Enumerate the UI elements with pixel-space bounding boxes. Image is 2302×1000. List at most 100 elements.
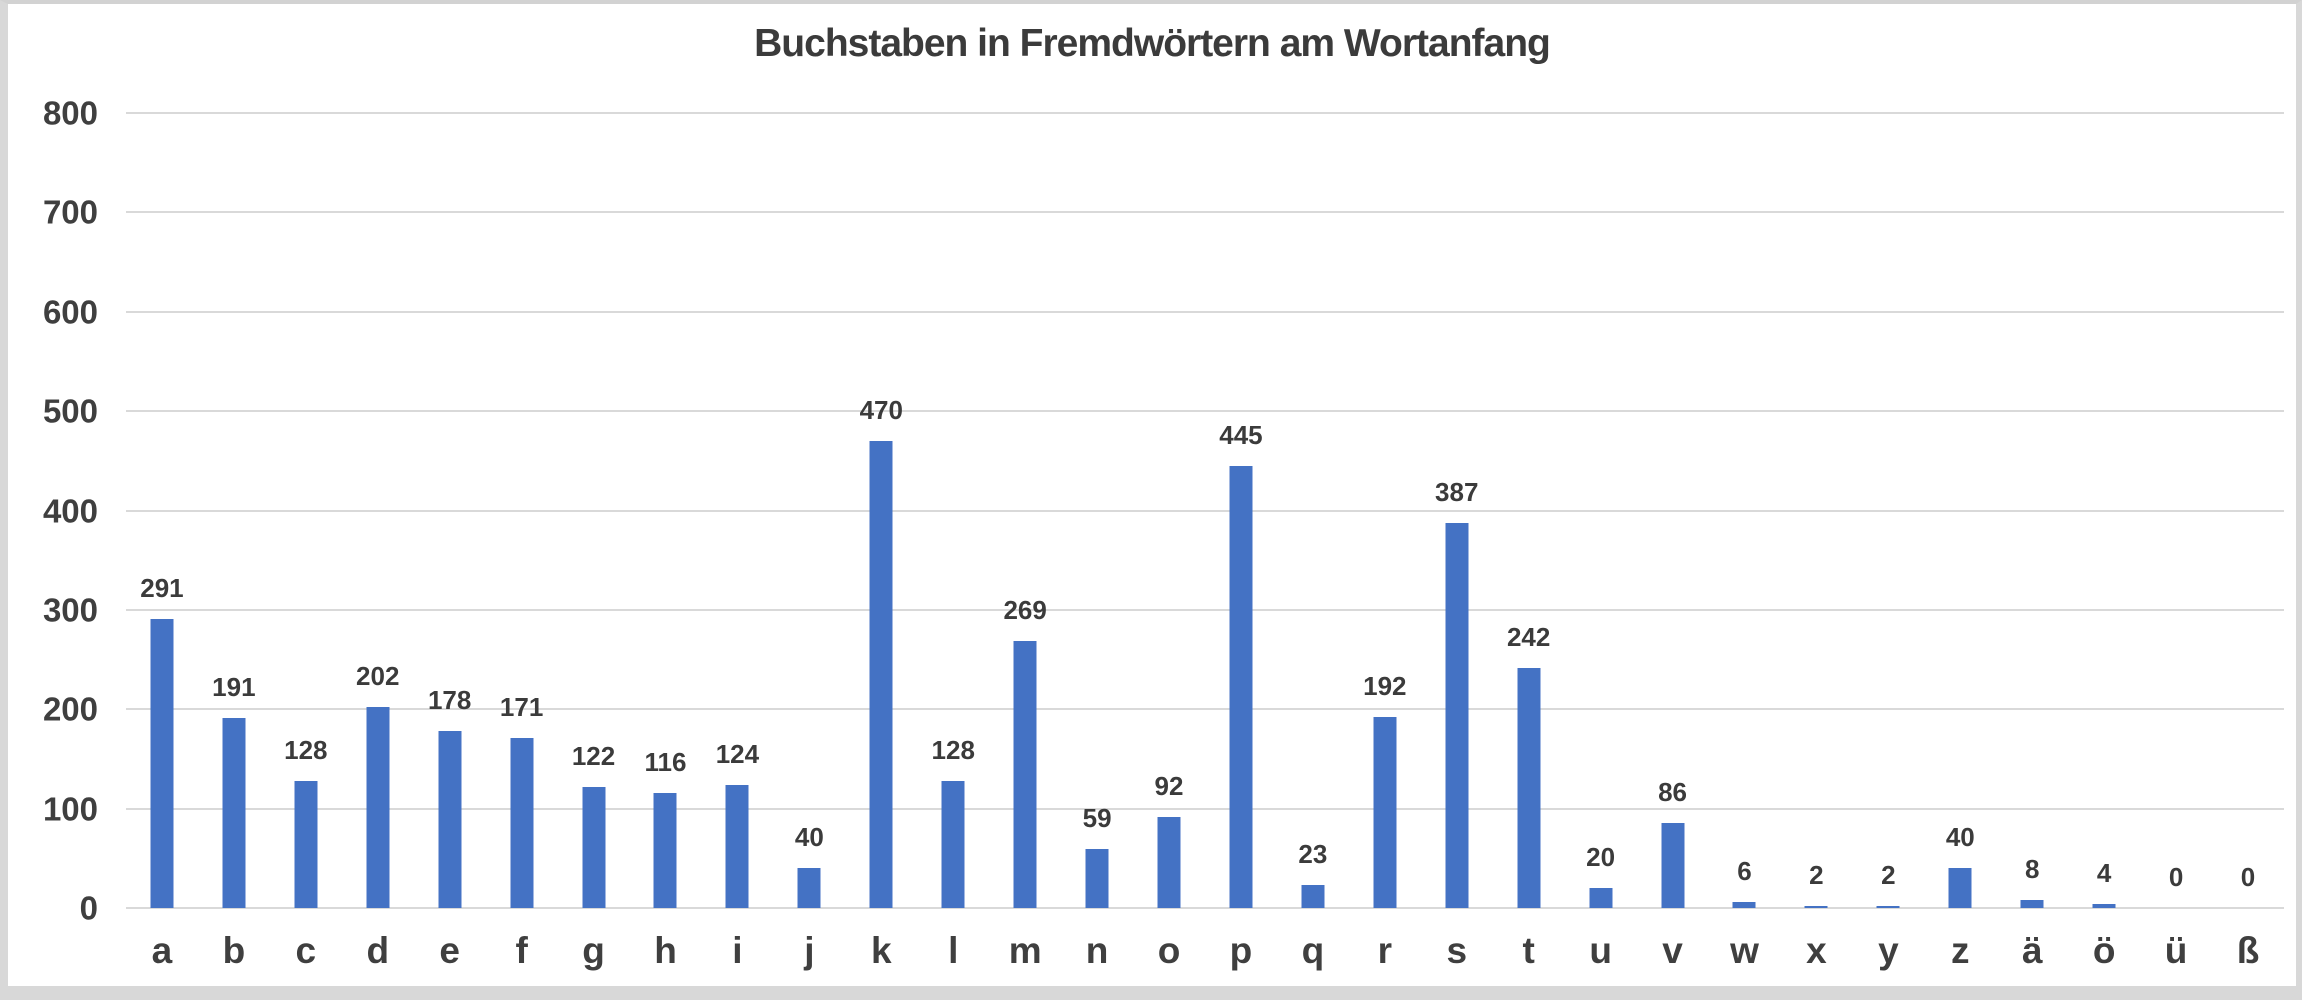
value-label-u: 20 (1586, 842, 1616, 873)
value-label-b: 191 (212, 672, 256, 703)
x-tick-label-h: h (654, 930, 677, 971)
x-tick-label-e: e (439, 930, 460, 971)
value-label-s: 387 (1435, 477, 1479, 508)
bar-ä (2020, 900, 2044, 908)
chart-title: Buchstaben in Fremdwörtern am Wortanfang (754, 22, 1551, 65)
column-i: 124 i (701, 113, 773, 969)
column-a: 291 a (126, 113, 198, 969)
bar-s (1445, 523, 1469, 908)
value-label-n: 59 (1082, 803, 1112, 834)
x-tick-label-ß: ß (2236, 930, 2260, 971)
gridline (126, 807, 2284, 810)
x-tick-label-b: b (222, 930, 246, 971)
bar-d (366, 707, 390, 908)
value-label-h: 116 (644, 746, 687, 777)
bar-f (510, 738, 534, 908)
gridline (126, 708, 2284, 711)
value-label-k: 470 (859, 394, 903, 425)
bar-j (797, 868, 821, 908)
bar-t (1517, 667, 1541, 908)
x-tick-label-w: w (1730, 930, 1759, 971)
x-tick-label-d: d (366, 930, 390, 971)
y-tick-label: 0 (79, 889, 98, 927)
x-tick-label-u: u (1589, 930, 1612, 971)
column-z: 40 z (1924, 113, 1996, 969)
bar-w (1732, 902, 1756, 908)
bar-p (1229, 465, 1253, 908)
bar-n (1085, 849, 1109, 908)
value-label-c: 128 (284, 734, 328, 765)
gridline (126, 608, 2284, 611)
gridline (126, 509, 2284, 512)
value-label-ö: 4 (2096, 858, 2112, 889)
gridline (126, 907, 2284, 909)
column-v: 86 v (1637, 113, 1709, 969)
column-e: 178 e (414, 113, 486, 969)
x-tick-label-q: q (1301, 930, 1325, 971)
column-k: 470 k (845, 113, 917, 969)
bar-y (1876, 906, 1900, 908)
x-tick-label-ö: ö (2092, 930, 2116, 971)
bar-v (1661, 822, 1685, 908)
value-label-ü: 0 (2168, 862, 2184, 892)
value-label-x: 2 (1809, 860, 1824, 891)
x-tick-label-o: o (1157, 930, 1181, 971)
value-label-z: 40 (1945, 822, 1975, 853)
value-label-r: 192 (1363, 671, 1407, 702)
column-f: 171 f (486, 113, 558, 969)
column-u: 20 u (1565, 113, 1637, 969)
x-tick-label-v: v (1662, 930, 1683, 971)
column-s: 387 s (1421, 113, 1493, 969)
value-label-i: 124 (715, 738, 760, 769)
gridline (126, 112, 2284, 114)
y-tick-label: 300 (42, 591, 98, 629)
y-tick-label: 500 (42, 392, 98, 430)
column-n: 59 n (1061, 113, 1133, 969)
y-tick-label: 700 (42, 193, 98, 231)
x-tick-label-g: g (582, 930, 605, 971)
value-label-t: 242 (1506, 621, 1551, 652)
value-label-l: 128 (931, 734, 975, 765)
y-tick-label: 200 (42, 690, 98, 728)
bar-b (222, 718, 246, 908)
value-label-q: 23 (1298, 839, 1328, 870)
value-label-e: 178 (427, 685, 472, 716)
column-p: 445 p (1205, 113, 1277, 969)
bar-e (438, 731, 462, 908)
bar-c (294, 780, 318, 908)
column-g: 122 g (558, 113, 630, 969)
value-label-m: 269 (1003, 594, 1047, 625)
column-o: 92 o (1133, 113, 1205, 969)
bar-x (1804, 906, 1828, 908)
y-tick-label: 600 (42, 293, 98, 331)
gridline (126, 410, 2284, 413)
x-tick-label-x: x (1806, 930, 1827, 971)
x-tick-label-r: r (1377, 930, 1393, 971)
y-tick-label: 800 (42, 94, 98, 132)
x-tick-label-y: y (1878, 930, 1899, 971)
value-label-g: 122 (571, 740, 616, 771)
value-label-y: 2 (1881, 860, 1896, 891)
value-label-ß: 0 (2240, 862, 2256, 892)
x-tick-label-s: s (1446, 930, 1468, 971)
bar-l (941, 780, 965, 908)
column-r: 192 r (1349, 113, 1421, 969)
column-q: 23 q (1277, 113, 1349, 969)
bar-ö (2092, 904, 2116, 908)
x-tick-label-i: i (732, 930, 743, 971)
column-b: 191 b (198, 113, 270, 969)
column-h: 116 h (630, 113, 702, 969)
gridline (126, 211, 2284, 214)
value-label-v: 86 (1658, 776, 1688, 807)
x-tick-label-a: a (151, 930, 173, 971)
x-tick-label-l: l (948, 930, 959, 971)
column-m: 269 m (989, 113, 1061, 969)
value-label-j: 40 (794, 822, 824, 853)
bar-z (1948, 868, 1972, 908)
x-tick-label-t: t (1522, 930, 1535, 971)
column-t: 242 t (1493, 113, 1565, 969)
